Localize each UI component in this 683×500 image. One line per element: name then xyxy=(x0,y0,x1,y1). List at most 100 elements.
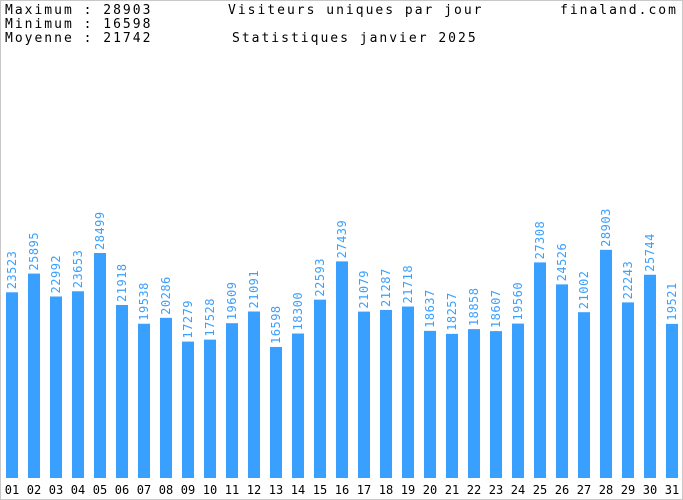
x-tick-29: 29 xyxy=(621,483,635,497)
x-tick-09: 09 xyxy=(181,483,195,497)
bar-02 xyxy=(28,273,40,478)
x-tick-13: 13 xyxy=(269,483,283,497)
value-label-17: 21079 xyxy=(357,270,371,309)
x-tick-02: 02 xyxy=(27,483,41,497)
bar-18 xyxy=(380,309,392,478)
minimum-label: Minimum : xyxy=(5,17,104,32)
value-label-30: 25744 xyxy=(643,233,657,272)
maximum-label: Maximum : xyxy=(5,3,104,18)
x-tick-18: 18 xyxy=(379,483,393,497)
bar-31 xyxy=(666,323,678,478)
value-label-23: 18607 xyxy=(489,289,503,328)
value-label-10: 17528 xyxy=(203,298,217,337)
value-label-06: 21918 xyxy=(115,263,129,302)
x-tick-03: 03 xyxy=(49,483,63,497)
bar-03 xyxy=(50,296,62,478)
bar-21 xyxy=(446,333,458,478)
value-label-16: 27439 xyxy=(335,220,349,259)
bar-06 xyxy=(116,304,128,478)
minimum-value: 16598 xyxy=(103,17,153,32)
bar-04 xyxy=(72,291,84,478)
x-tick-27: 27 xyxy=(577,483,591,497)
bar-07 xyxy=(138,323,150,478)
x-tick-22: 22 xyxy=(467,483,481,497)
value-label-02: 25895 xyxy=(27,232,41,271)
value-label-04: 23653 xyxy=(71,250,85,289)
bar-15 xyxy=(314,299,326,478)
value-label-11: 19609 xyxy=(225,282,239,321)
x-tick-31: 31 xyxy=(665,483,679,497)
moyenne-stat: Moyenne : 21742 xyxy=(5,31,152,47)
value-label-01: 23523 xyxy=(5,251,19,290)
x-tick-20: 20 xyxy=(423,483,437,497)
bar-22 xyxy=(468,329,480,478)
x-tick-16: 16 xyxy=(335,483,349,497)
maximum-value: 28903 xyxy=(103,3,153,18)
bar-08 xyxy=(160,317,172,478)
bar-16 xyxy=(336,261,348,478)
x-tick-10: 10 xyxy=(203,483,217,497)
value-label-18: 21287 xyxy=(379,268,393,307)
value-label-05: 28499 xyxy=(93,211,107,250)
value-label-27: 21002 xyxy=(577,271,591,310)
bar-09 xyxy=(182,341,194,478)
moyenne-label: Moyenne : xyxy=(5,31,104,46)
bar-26 xyxy=(556,284,568,478)
value-label-31: 19521 xyxy=(665,282,679,321)
bar-11 xyxy=(226,323,238,478)
x-tick-19: 19 xyxy=(401,483,415,497)
x-tick-07: 07 xyxy=(137,483,151,497)
minimum-stat: Minimum : 16598 xyxy=(5,17,152,33)
value-label-20: 18637 xyxy=(423,289,437,328)
value-label-28: 28903 xyxy=(599,208,613,247)
bar-17 xyxy=(358,311,370,478)
x-tick-12: 12 xyxy=(247,483,261,497)
x-tick-28: 28 xyxy=(599,483,613,497)
bar-27 xyxy=(578,312,590,478)
chart-title: Visiteurs uniques par jour xyxy=(228,3,484,18)
value-label-26: 24526 xyxy=(555,243,569,282)
site-name: finaland.com xyxy=(560,3,678,18)
x-tick-24: 24 xyxy=(511,483,525,497)
x-tick-21: 21 xyxy=(445,483,459,497)
value-label-12: 21091 xyxy=(247,270,261,309)
value-label-22: 18858 xyxy=(467,287,481,326)
x-tick-04: 04 xyxy=(71,483,85,497)
x-tick-01: 01 xyxy=(5,483,19,497)
bar-01 xyxy=(6,292,18,478)
value-label-29: 22243 xyxy=(621,261,635,300)
value-label-09: 17279 xyxy=(181,300,195,339)
value-label-07: 19538 xyxy=(137,282,151,321)
x-tick-06: 06 xyxy=(115,483,129,497)
bar-30 xyxy=(644,274,656,478)
bar-25 xyxy=(534,262,546,478)
bar-10 xyxy=(204,339,216,478)
value-label-03: 22992 xyxy=(49,255,63,294)
value-label-15: 22593 xyxy=(313,258,327,297)
bar-24 xyxy=(512,323,524,478)
moyenne-value: 21742 xyxy=(103,31,153,46)
bar-13 xyxy=(270,346,282,478)
bar-19 xyxy=(402,306,414,478)
bar-23 xyxy=(490,331,502,478)
bar-20 xyxy=(424,330,436,478)
value-label-14: 18300 xyxy=(291,292,305,331)
x-tick-17: 17 xyxy=(357,483,371,497)
x-tick-26: 26 xyxy=(555,483,569,497)
value-label-21: 18257 xyxy=(445,292,459,331)
x-tick-08: 08 xyxy=(159,483,173,497)
maximum-stat: Maximum : 28903 xyxy=(5,3,152,19)
bar-12 xyxy=(248,311,260,478)
chart-subtitle: Statistiques janvier 2025 xyxy=(232,31,478,46)
bar-29 xyxy=(622,302,634,478)
x-tick-05: 05 xyxy=(93,483,107,497)
x-tick-30: 30 xyxy=(643,483,657,497)
value-label-24: 19560 xyxy=(511,282,525,321)
x-tick-15: 15 xyxy=(313,483,327,497)
value-label-25: 27308 xyxy=(533,221,547,260)
value-label-13: 16598 xyxy=(269,305,283,344)
x-tick-11: 11 xyxy=(225,483,239,497)
bar-14 xyxy=(292,333,304,478)
x-tick-25: 25 xyxy=(533,483,547,497)
